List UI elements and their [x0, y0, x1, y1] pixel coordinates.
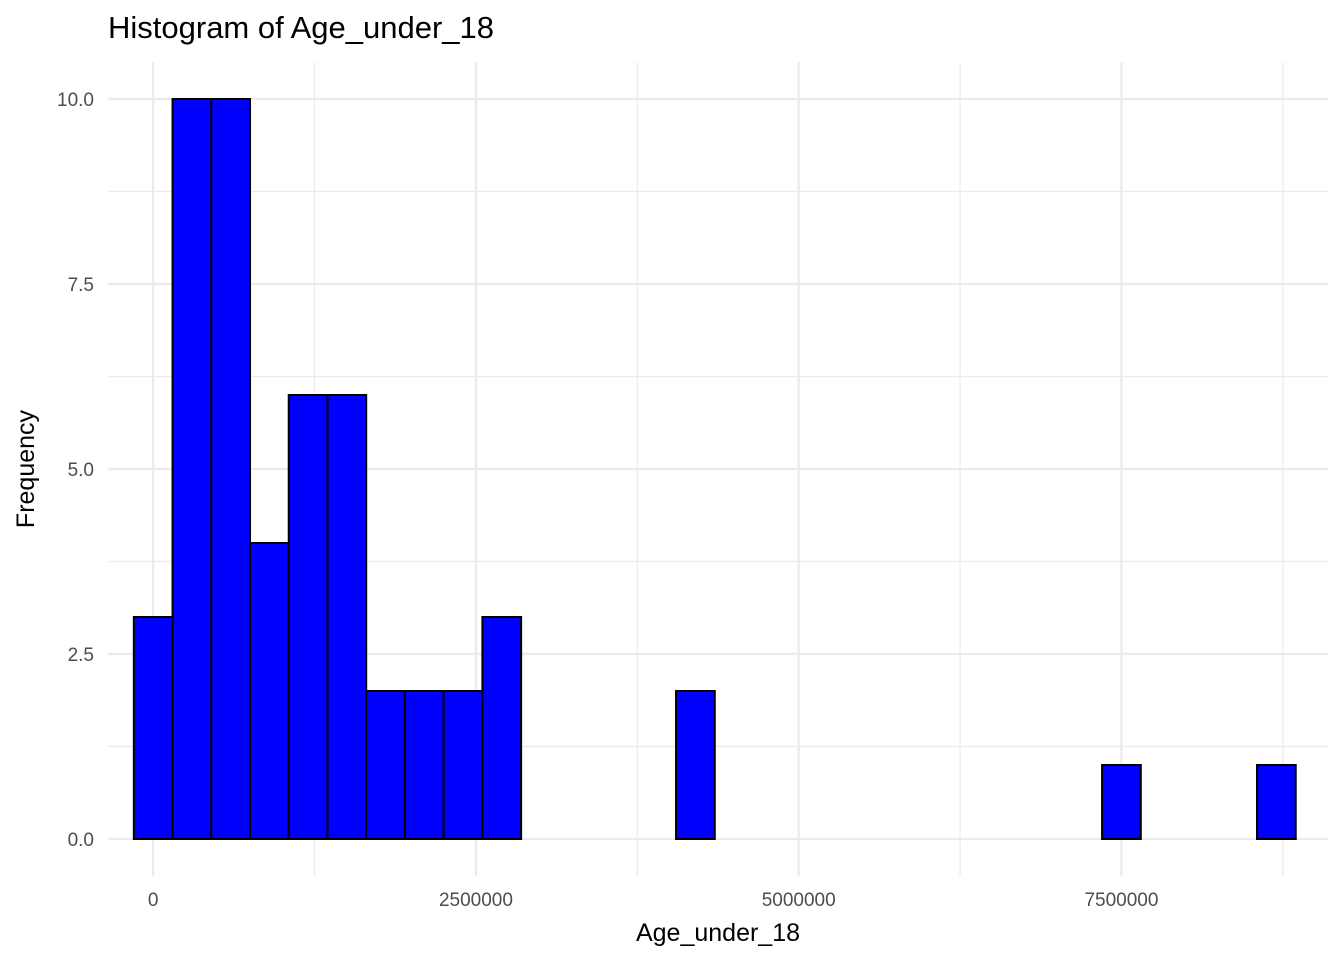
y-tick-label: 5.0 — [68, 460, 94, 481]
x-tick-label: 5000000 — [762, 890, 836, 911]
y-axis-ticks: 0.0 2.5 5.0 7.5 10.0 — [57, 90, 94, 851]
histogram-bars — [132, 98, 1297, 840]
histogram-bar — [1101, 764, 1142, 840]
histogram-bar — [442, 690, 484, 840]
y-axis-title: Frequency — [12, 409, 40, 528]
x-axis-ticks: 0 2500000 5000000 7500000 — [148, 890, 1159, 911]
histogram-bar — [326, 394, 368, 840]
y-tick-label: 10.0 — [57, 90, 94, 111]
histogram-bar — [249, 542, 290, 840]
chart-title: Histogram of Age_under_18 — [108, 10, 495, 45]
y-tick-label: 0.0 — [68, 830, 94, 851]
histogram-bar — [1255, 764, 1297, 840]
histogram-bar — [403, 690, 445, 840]
histogram-bar — [675, 690, 716, 840]
histogram-bar — [210, 98, 252, 840]
y-tick-label: 7.5 — [68, 275, 94, 296]
x-axis-title: Age_under_18 — [636, 919, 800, 947]
histogram-bar — [481, 616, 523, 840]
x-tick-label: 0 — [148, 890, 159, 911]
histogram-bar — [365, 690, 406, 840]
x-tick-label: 7500000 — [1084, 890, 1158, 911]
histogram-bar — [132, 616, 174, 840]
y-tick-label: 2.5 — [68, 645, 94, 666]
histogram-bar — [287, 394, 329, 840]
x-tick-label: 2500000 — [439, 890, 513, 911]
histogram-bar — [171, 98, 213, 840]
